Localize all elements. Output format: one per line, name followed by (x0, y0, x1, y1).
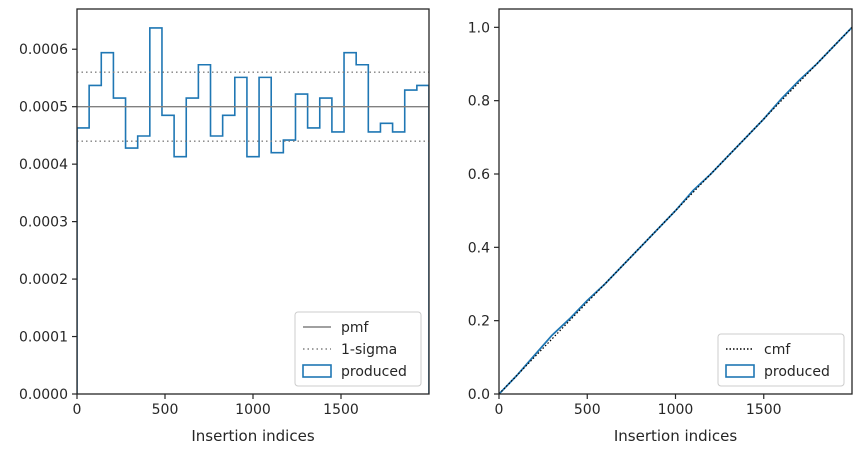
y-tick-label: 0.0005 (19, 100, 68, 116)
legend-handle-produced (302, 364, 332, 378)
x-axis-label: Insertion indices (614, 427, 737, 445)
x-axis-label: Insertion indices (191, 427, 314, 445)
y-tick-label: 0.0 (468, 387, 490, 403)
x-tick-label: 1000 (658, 402, 694, 418)
y-tick-label: 0.0004 (19, 157, 68, 173)
legend: cmf produced (717, 333, 845, 387)
y-tick-label: 0.0006 (19, 42, 68, 58)
y-tick-label: 0.8 (468, 94, 490, 110)
legend-label: cmf (764, 342, 791, 358)
x-tick-label: 1500 (323, 402, 359, 418)
legend-label: produced (764, 364, 830, 380)
produced-cumulative-series (499, 26, 852, 394)
y-tick-label: 0.2 (468, 314, 490, 330)
panel-1: 0 500 1000 1500 0.0000 0.0001 0.0002 0.0003 0.00… (19, 8, 430, 445)
legend-label: pmf (341, 320, 370, 336)
legend-label: produced (341, 364, 407, 380)
y-tick-label: 0.0000 (19, 387, 68, 403)
legend-box (294, 311, 422, 387)
y-tick-label: 1.0 (468, 20, 490, 36)
panel-2: 0 500 1000 1500 0.0 0.2 0.4 0.6 0.8 1.0 Insertion … (468, 8, 853, 445)
legend-label: 1-sigma (341, 342, 397, 358)
x-tick-label: 0 (73, 402, 82, 418)
y-tick-label: 0.4 (468, 240, 490, 256)
plot-area (77, 27, 429, 394)
plot-area (499, 26, 852, 394)
x-tick-label: 1000 (235, 402, 271, 418)
cmf-line (499, 26, 852, 394)
y-tick-label: 0.6 (468, 167, 490, 183)
y-tick-label: 0.0002 (19, 272, 68, 288)
y-tick-label: 0.0001 (19, 330, 68, 346)
legend-box (717, 333, 845, 387)
y-tick-label: 0.0003 (19, 215, 68, 231)
x-tick-label: 500 (152, 402, 179, 418)
legend-handle-produced (725, 364, 755, 378)
produced-step-series (77, 27, 429, 394)
x-tick-label: 1500 (746, 402, 782, 418)
legend: pmf 1-sigma produced (294, 311, 422, 387)
x-tick-label: 0 (495, 402, 504, 418)
x-tick-label: 500 (574, 402, 601, 418)
